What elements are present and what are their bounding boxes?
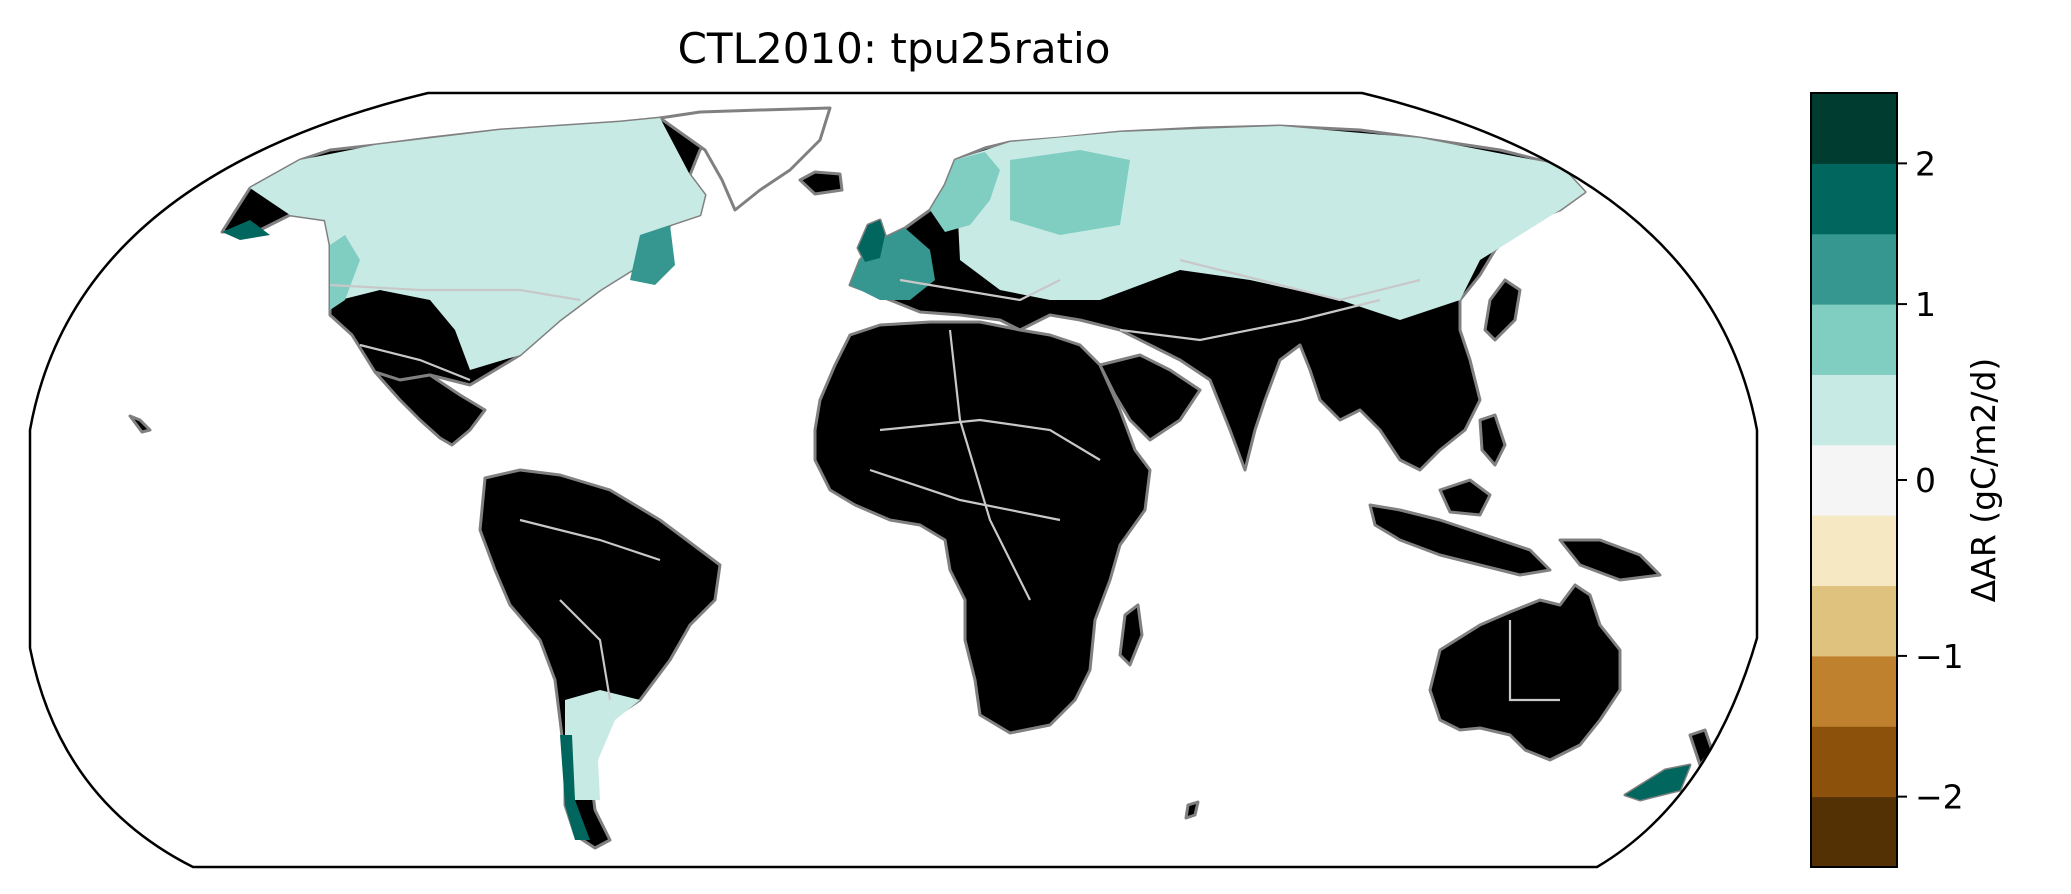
land-japan <box>1483 278 1522 342</box>
colorbar-ticks: 2 1 0 −1 −2 <box>1897 144 1964 817</box>
colorbar-segment <box>1811 515 1897 587</box>
border-us-mexico <box>359 343 471 382</box>
land-hawaii <box>128 414 152 434</box>
border-africa-3 <box>869 468 1061 522</box>
region-scandinavia <box>930 152 1000 232</box>
colorbar-segment <box>1811 796 1897 868</box>
region-uk-data <box>858 220 885 262</box>
region-chile-coast <box>560 735 590 840</box>
land-iceland <box>798 170 844 196</box>
border-australia <box>1508 620 1560 702</box>
colorbar-segment <box>1811 655 1897 727</box>
region-pacific-northwest <box>330 235 360 310</box>
land-borneo <box>1438 478 1492 517</box>
land-africa <box>813 320 1152 735</box>
border-asia-2 <box>1179 258 1421 302</box>
colorbar: 2 1 0 −1 −2 ΔAR (gC/m2/d) <box>1810 92 2003 868</box>
colorbar-tick-label: 0 <box>1915 461 1936 500</box>
colorbar-segment <box>1811 93 1897 164</box>
border-sa-2 <box>559 599 612 701</box>
map-panel <box>28 91 1759 869</box>
border-africa-1 <box>879 418 1101 461</box>
region-alaska-coast <box>222 220 270 240</box>
border-sa-1 <box>519 518 661 562</box>
region-new-zealand-data <box>1625 765 1690 800</box>
colorbar-label: ΔAR (gC/m2/d) <box>1964 358 2003 603</box>
chart-title: CTL2010: tpu25ratio <box>678 24 1111 73</box>
colorbar-segment <box>1811 163 1897 235</box>
land-indonesia <box>1368 503 1552 577</box>
colorbar-segment <box>1811 585 1897 657</box>
region-canada <box>250 118 705 370</box>
border-us-canada <box>329 283 581 302</box>
map-outline <box>28 91 1759 869</box>
land-kerguelen <box>1184 800 1200 820</box>
colorbar-tick-label: −2 <box>1915 778 1964 817</box>
colorbar-segment <box>1811 444 1897 516</box>
land-philippines <box>1478 413 1507 467</box>
colorbar-segment <box>1811 726 1897 798</box>
land-new-guinea <box>1558 538 1662 582</box>
colorbar-segment <box>1811 233 1897 305</box>
colorbar-tick-label: −1 <box>1915 637 1964 676</box>
land-south-america <box>478 468 722 850</box>
land-australia <box>1428 583 1622 762</box>
colorbar-tick-label: 2 <box>1915 144 1936 183</box>
land-greenland <box>658 106 832 212</box>
land-central-america <box>373 370 487 447</box>
region-us-east-coast <box>630 225 675 285</box>
border-europe <box>899 278 1061 302</box>
data-overlay <box>222 118 1690 840</box>
colorbar-segment <box>1811 374 1897 446</box>
colorbar-segments <box>1811 93 1897 868</box>
land-arabia <box>1098 353 1202 442</box>
border-asia-1 <box>1119 298 1381 342</box>
colorbar-tick-label: 1 <box>1915 285 1936 324</box>
border-africa-2 <box>948 329 1031 601</box>
colorbar-segment <box>1811 304 1897 375</box>
country-borders <box>329 258 1560 702</box>
region-russia-west <box>1010 150 1130 235</box>
land-madagascar <box>1118 603 1144 667</box>
region-southern-south-america <box>565 690 640 800</box>
